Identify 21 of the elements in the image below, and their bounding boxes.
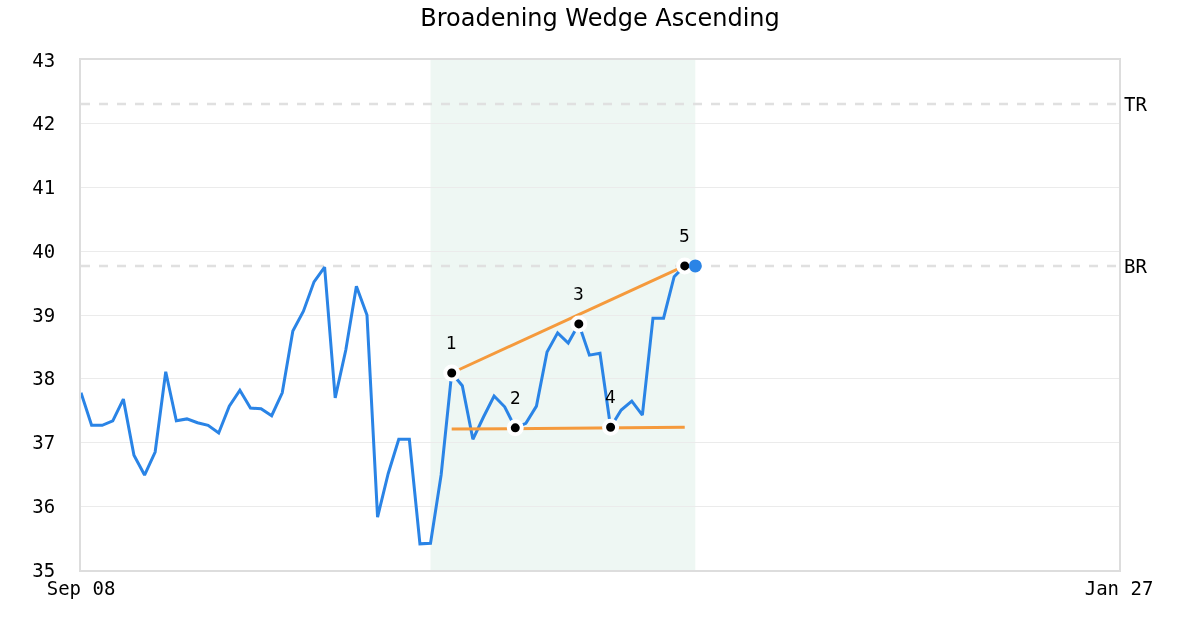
- y-tick-label: 38: [32, 367, 56, 390]
- point: [602, 418, 620, 436]
- y-tick-label: 40: [32, 239, 56, 262]
- annotation: 1: [446, 333, 457, 353]
- ref-line-label: BR: [1124, 255, 1148, 277]
- y-tick-label: 41: [32, 176, 56, 199]
- annotation: 5: [679, 226, 690, 246]
- point: [506, 419, 524, 437]
- annotation: 3: [573, 284, 584, 304]
- point: [688, 259, 702, 273]
- ref-line-label: TR: [1124, 93, 1148, 115]
- point: [570, 315, 588, 333]
- y-tick-label: 36: [32, 494, 56, 517]
- chart-title: Broadening Wedge Ascending: [420, 4, 780, 33]
- x-tick-label: Jan 27: [1084, 576, 1154, 599]
- y-tick-label: 42: [32, 112, 56, 135]
- y-tick-label: 43: [32, 48, 56, 71]
- point: [443, 364, 461, 382]
- y-tick-label: 37: [32, 431, 56, 454]
- y-tick-label: 39: [32, 303, 56, 326]
- annotation: 2: [510, 388, 521, 408]
